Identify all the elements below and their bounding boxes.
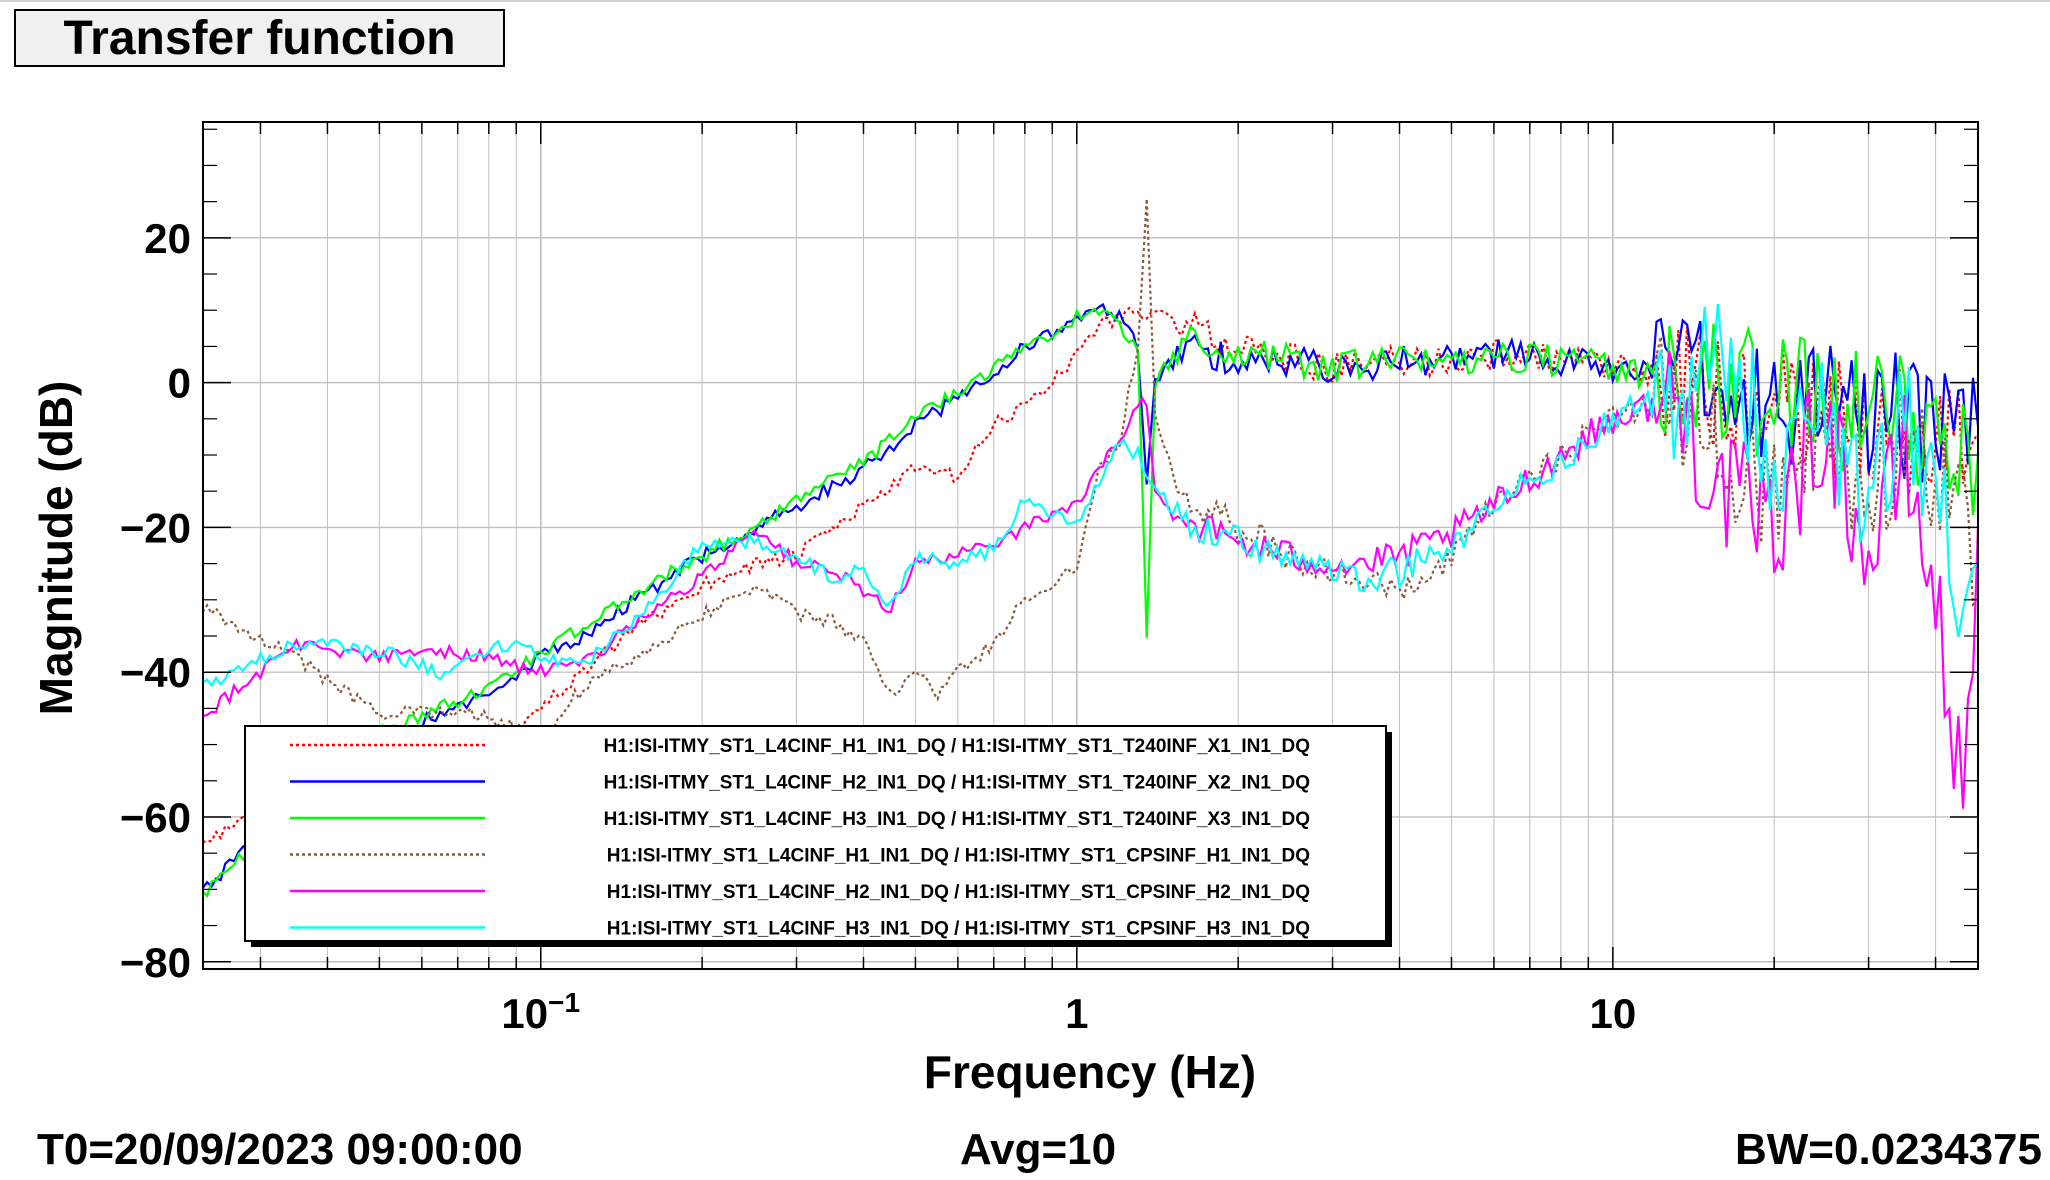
y-tick-label: −20 [120, 504, 191, 551]
x-tick-label: 10−1 [501, 987, 580, 1037]
legend-label-4: H1:ISI-ITMY_ST1_L4CINF_H1_IN1_DQ / H1:IS… [607, 846, 1310, 867]
series-layer [201, 198, 1980, 899]
series-line-4 [201, 198, 1979, 742]
top-border [0, 0, 2050, 2]
legend-label-2: H1:ISI-ITMY_ST1_L4CINF_H2_IN1_DQ / H1:IS… [604, 773, 1310, 794]
legend-label-1: H1:ISI-ITMY_ST1_L4CINF_H1_IN1_DQ / H1:IS… [604, 736, 1310, 757]
series-line-5 [202, 350, 1980, 809]
y-axis-label: Magnitude (dB) [30, 381, 82, 716]
x-axis-label: Frequency (Hz) [924, 1046, 1256, 1098]
legend: H1:ISI-ITMY_ST1_L4CINF_H1_IN1_DQ / H1:IS… [244, 725, 1392, 947]
legend-label-6: H1:ISI-ITMY_ST1_L4CINF_H3_IN1_DQ / H1:IS… [607, 919, 1310, 940]
legend-box [244, 725, 1387, 942]
y-tick-label: −60 [120, 794, 191, 841]
average-count: Avg=10 [960, 1125, 1117, 1174]
t0-timestamp: T0=20/09/2023 09:00:00 [37, 1125, 523, 1174]
x-tick-label: 1 [1065, 990, 1088, 1037]
bandwidth: BW=0.0234375 [1735, 1125, 2042, 1174]
y-tick-label: 0 [168, 360, 191, 407]
y-tick-label: −80 [120, 939, 191, 986]
y-tick-label: 20 [144, 215, 191, 262]
chart-title: Transfer function [14, 9, 505, 67]
x-tick-label: 10 [1589, 990, 1636, 1037]
y-tick-label: −40 [120, 649, 191, 696]
legend-label-3: H1:ISI-ITMY_ST1_L4CINF_H3_IN1_DQ / H1:IS… [604, 809, 1310, 830]
axis-ticks [203, 122, 1978, 969]
series-line-6 [201, 304, 1979, 688]
plot-frame [202, 121, 1979, 970]
legend-label-5: H1:ISI-ITMY_ST1_L4CINF_H2_IN1_DQ / H1:IS… [607, 882, 1310, 903]
tick-labels: 20 0 −20 −40 −60 −80 10−1 1 10 [120, 215, 1636, 1037]
series-line-3 [201, 307, 1980, 899]
